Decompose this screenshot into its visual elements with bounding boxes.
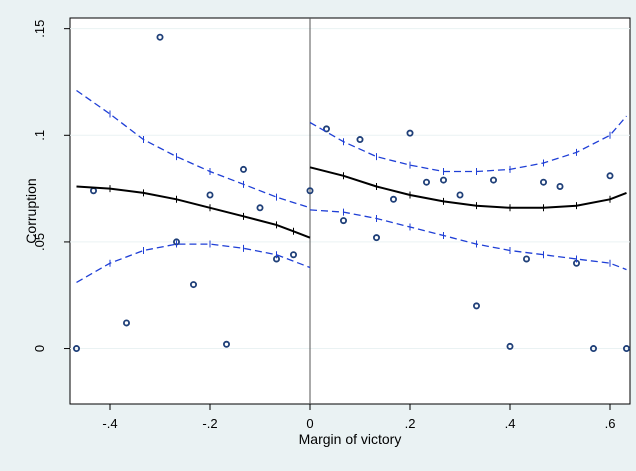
grid-lines	[70, 28, 630, 350]
data-point	[123, 319, 131, 327]
data-point	[189, 281, 197, 289]
data-point	[406, 129, 414, 137]
y-tick-label: 0	[32, 345, 47, 352]
data-point	[590, 345, 598, 353]
data-point	[306, 187, 314, 195]
data-point	[523, 255, 531, 263]
data-point	[322, 125, 330, 133]
data-point	[73, 345, 81, 353]
axes: 0 .05 .1 .15 -.4 -.2 0 .2 .4 .6	[32, 18, 615, 431]
series-layer	[73, 33, 631, 353]
x-tick-label: .4	[505, 416, 516, 431]
y-tick-label: .15	[32, 20, 47, 38]
data-point	[222, 340, 230, 348]
data-point	[156, 33, 164, 41]
x-tick-label: 0	[306, 416, 313, 431]
x-tick-label: -.4	[102, 416, 117, 431]
data-point	[439, 176, 447, 184]
data-point	[239, 165, 247, 173]
data-point	[556, 182, 564, 190]
data-point	[489, 176, 497, 184]
data-point	[356, 136, 364, 144]
data-point	[389, 195, 397, 203]
data-point	[372, 234, 380, 242]
data-point	[623, 345, 631, 353]
x-tick-label: .6	[605, 416, 616, 431]
data-point	[206, 191, 214, 199]
y-tick-label: .05	[32, 233, 47, 251]
data-point	[606, 172, 614, 180]
data-point	[506, 342, 514, 350]
data-point	[422, 178, 430, 186]
y-axis-label: Corruption	[23, 178, 39, 243]
data-point	[472, 302, 480, 310]
data-point	[540, 178, 548, 186]
y-tick-label: .1	[32, 130, 47, 141]
plot-area	[69, 17, 631, 405]
x-tick-label: .2	[405, 416, 416, 431]
data-point	[289, 251, 297, 259]
data-point	[456, 191, 464, 199]
confidence-band-line	[76, 89, 311, 209]
x-axis-label: Margin of victory	[299, 431, 402, 447]
data-point	[256, 204, 264, 212]
confidence-band-line	[76, 243, 311, 283]
data-point	[339, 217, 347, 225]
x-tick-label: -.2	[202, 416, 217, 431]
